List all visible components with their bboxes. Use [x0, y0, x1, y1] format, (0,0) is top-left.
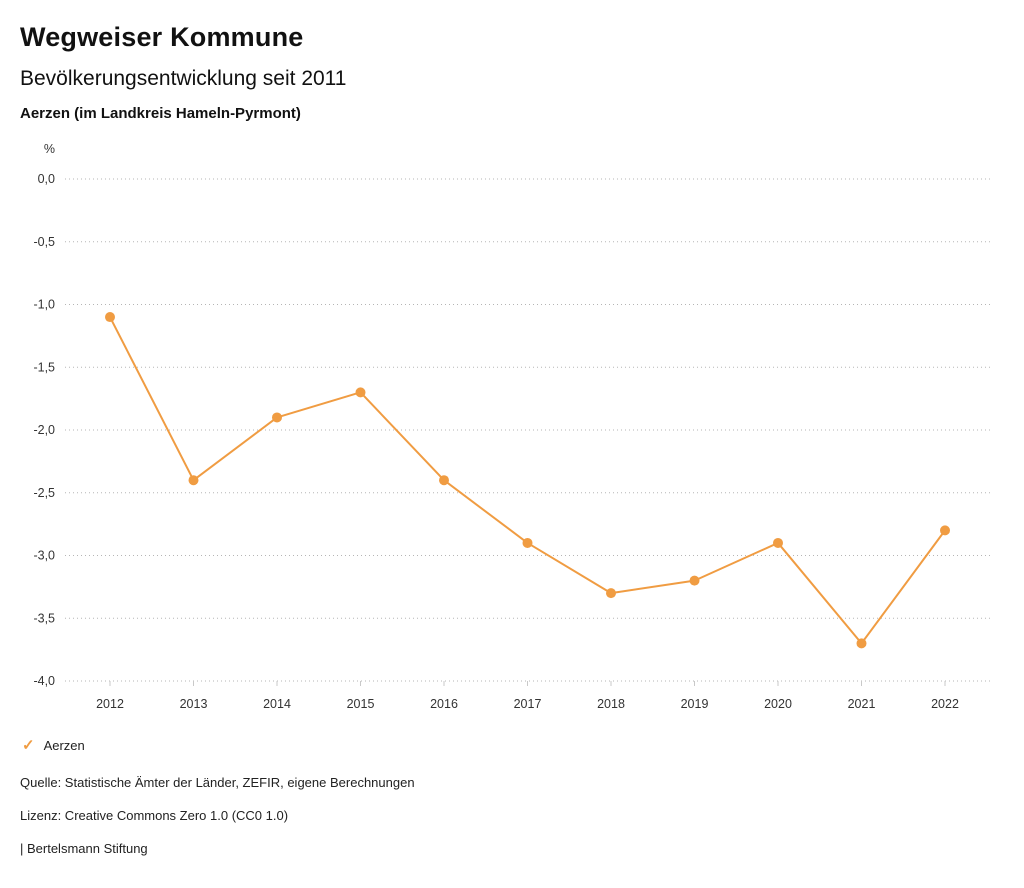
- line-chart-canvas: % 0,0 -0,5 -1,0 -1,5 -2,0 -2,5 -3,0 -3,5 -4,0 2012…: [33, 142, 990, 711]
- x-tick-label: 2016: [430, 697, 458, 711]
- y-axis-unit-label: %: [44, 142, 55, 156]
- x-tick-label: 2012: [96, 697, 124, 711]
- y-tick-label: -2,0: [33, 423, 55, 437]
- y-tick-label: -1,0: [33, 298, 55, 312]
- checkmark-icon: ✓: [22, 737, 35, 754]
- series-line: [109, 316, 946, 645]
- legend-label: Aerzen: [43, 738, 85, 753]
- data-point[interactable]: [272, 412, 282, 423]
- y-tick-label: -0,5: [33, 235, 55, 249]
- y-tick-label: -3,0: [33, 549, 55, 563]
- x-tick-label: 2017: [514, 697, 542, 711]
- region-subtitle: Aerzen (im Landkreis Hameln-Pyrmont): [20, 105, 301, 122]
- x-tick-label: 2020: [764, 697, 792, 711]
- data-point[interactable]: [856, 638, 867, 649]
- data-point[interactable]: [105, 312, 115, 323]
- data-point[interactable]: [689, 575, 700, 586]
- chart-header: Wegweiser Kommune Bevölkerungsentwicklun…: [0, 0, 1024, 122]
- legend: ✓ Aerzen: [22, 738, 1024, 753]
- x-tick-label: 2021: [848, 697, 876, 711]
- y-tick-label: -1,5: [33, 360, 55, 374]
- legend-item-aerzen[interactable]: ✓ Aerzen: [22, 738, 85, 753]
- page-title: Wegweiser Kommune: [20, 22, 304, 52]
- x-tick-label: 2015: [347, 697, 375, 711]
- x-tick-label: 2022: [931, 697, 959, 711]
- x-tick-label: 2013: [180, 697, 208, 711]
- y-tick-label: -2,5: [33, 486, 55, 500]
- data-point[interactable]: [522, 537, 533, 548]
- chart-title: Bevölkerungsentwicklung seit 2011: [20, 67, 347, 90]
- source-text: Quelle: Statistische Ämter der Länder, Z…: [20, 775, 415, 790]
- data-point[interactable]: [439, 475, 449, 486]
- chart-footer: Quelle: Statistische Ämter der Länder, Z…: [20, 775, 1024, 856]
- data-point[interactable]: [773, 537, 783, 548]
- data-point[interactable]: [940, 525, 950, 536]
- attribution-text: | Bertelsmann Stiftung: [20, 841, 148, 856]
- x-tick-label: 2019: [681, 697, 709, 711]
- x-tick-label: 2014: [263, 697, 291, 711]
- license-text: Lizenz: Creative Commons Zero 1.0 (CC0 1…: [20, 808, 289, 823]
- x-tick-label: 2018: [597, 697, 625, 711]
- y-tick-label: 0,0: [38, 172, 55, 186]
- y-tick-label: -3,5: [33, 611, 55, 625]
- data-point[interactable]: [188, 475, 199, 486]
- line-chart: % 0,0 -0,5 -1,0 -1,5 -2,0 -2,5 -3,0 -3,5 -4,0 2012…: [0, 124, 1024, 724]
- data-point[interactable]: [606, 588, 616, 599]
- y-tick-label: -4,0: [33, 674, 55, 688]
- data-point[interactable]: [355, 387, 366, 398]
